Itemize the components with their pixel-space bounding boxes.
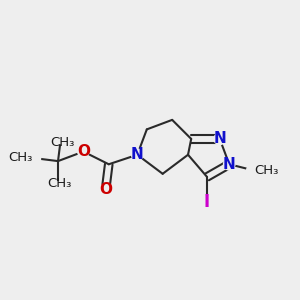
Text: CH₃: CH₃ xyxy=(255,164,279,177)
Text: N: N xyxy=(213,131,226,146)
Text: CH₃: CH₃ xyxy=(8,152,33,164)
Circle shape xyxy=(214,133,225,145)
Text: O: O xyxy=(99,182,112,197)
Text: CH₃: CH₃ xyxy=(47,177,72,190)
Text: N: N xyxy=(131,147,144,162)
Circle shape xyxy=(53,128,69,144)
Circle shape xyxy=(132,149,143,160)
Circle shape xyxy=(247,163,262,178)
Text: CH₃: CH₃ xyxy=(51,136,75,149)
Text: N: N xyxy=(223,157,236,172)
Text: O: O xyxy=(77,144,90,159)
Circle shape xyxy=(50,182,66,198)
Circle shape xyxy=(25,150,40,166)
Text: I: I xyxy=(204,193,210,211)
Circle shape xyxy=(201,196,213,208)
Circle shape xyxy=(224,159,235,170)
Circle shape xyxy=(100,184,111,195)
Circle shape xyxy=(78,146,89,157)
